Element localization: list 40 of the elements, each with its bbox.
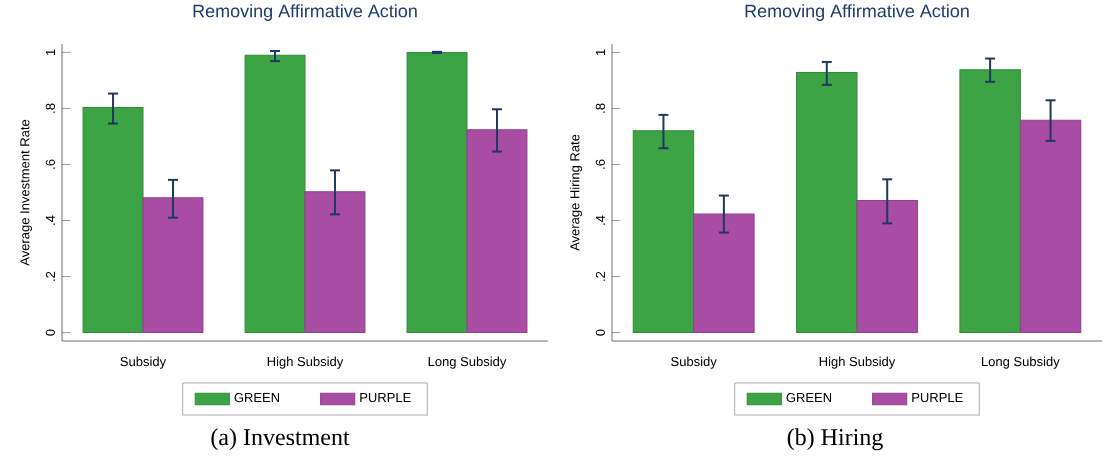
bar (693, 213, 755, 334)
x-tick-label: High Subsidy (819, 356, 896, 369)
text: (b) Hiring (787, 428, 883, 451)
y-tick-label: .2 (595, 271, 605, 281)
y-tick-label: .4 (596, 215, 605, 225)
chart-title: Removing Affirmative Action (745, 4, 969, 21)
x-tick-label: High Subsidy (267, 356, 344, 369)
bar (466, 129, 528, 334)
x-tick-label: Long Subsidy (982, 356, 1060, 369)
legend-label: PURPLE (912, 393, 963, 403)
legend-label: PURPLE (360, 393, 411, 403)
bar (632, 130, 695, 334)
y-tick-label: 0 (595, 329, 605, 336)
y-axis-title: Average Hiring Rate (569, 134, 582, 251)
bar (1019, 119, 1082, 334)
legend-label: GREEN (234, 392, 280, 403)
x-tick-label: Long Subsidy (428, 356, 507, 369)
chart-title: Removing Affirmative Action (193, 4, 417, 21)
y-tick-label: 0 (45, 329, 55, 336)
y-tick-label: .4 (46, 215, 55, 225)
bar (959, 69, 1021, 334)
y-tick-label: .8 (595, 103, 605, 113)
y-tick-label: 1 (596, 49, 605, 55)
bar (304, 191, 366, 334)
y-tick-label: 1 (46, 49, 55, 55)
y-tick-label: .6 (595, 159, 605, 169)
text: (a) Investment (211, 428, 350, 451)
bar (406, 51, 468, 334)
bar (142, 197, 204, 334)
x-tick-label: Subsidy (671, 356, 717, 369)
legend-label: GREEN (786, 392, 832, 403)
bar (244, 54, 306, 334)
x-tick-label: Subsidy (120, 356, 167, 369)
bar (82, 107, 144, 334)
bar (856, 200, 918, 334)
y-tick-label: .8 (45, 103, 55, 113)
y-tick-label: .2 (45, 271, 55, 281)
y-axis-title: Average Investment Rate (20, 119, 32, 266)
y-tick-label: .6 (45, 159, 55, 169)
bar (796, 72, 858, 334)
